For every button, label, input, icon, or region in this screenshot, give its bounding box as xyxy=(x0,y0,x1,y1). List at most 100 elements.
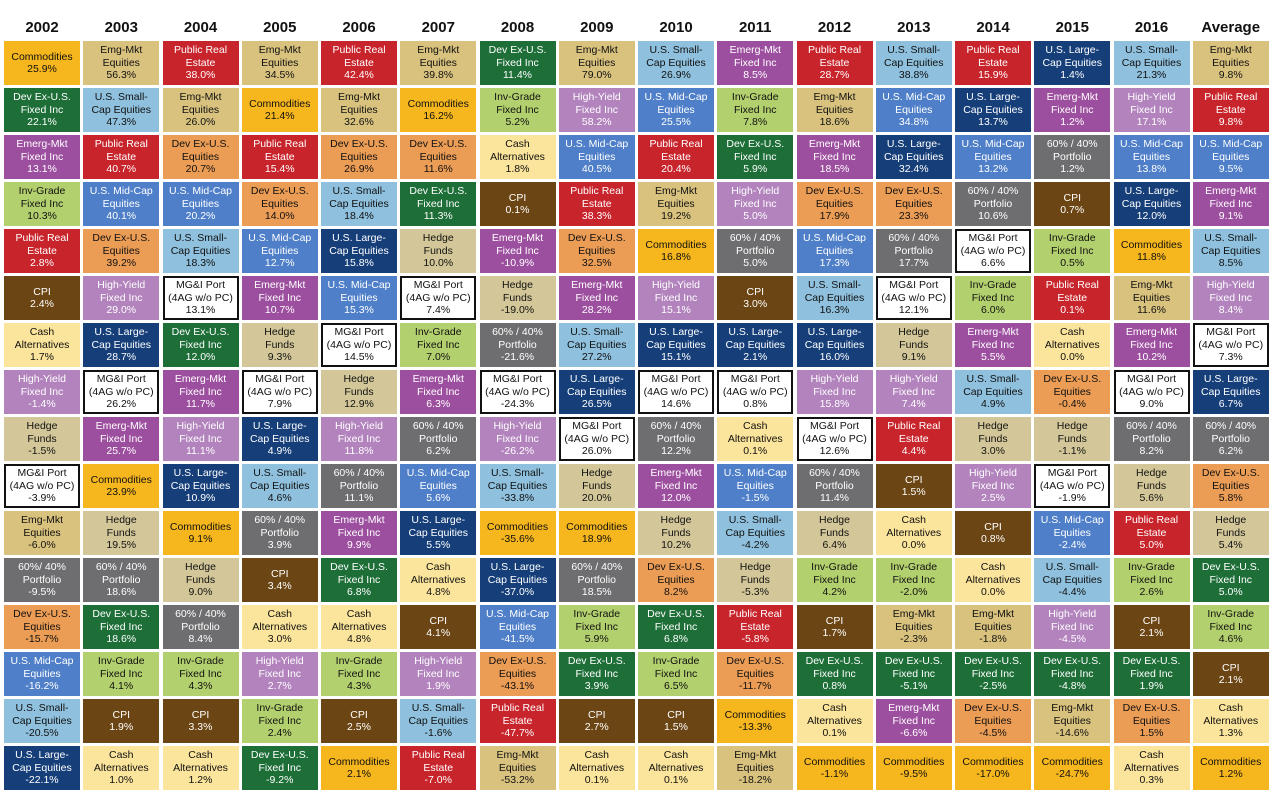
cell-label-line: Alternatives xyxy=(569,761,625,774)
cell-value: 3.9% xyxy=(267,539,292,552)
cell-label-line: Funds xyxy=(1136,479,1167,492)
cell-value: -22.1% xyxy=(25,774,59,787)
cell-label-line: (4AG w/o PC) xyxy=(802,432,867,445)
cell-label-line: MG&I Port xyxy=(255,373,305,386)
cell-value: 9.9% xyxy=(347,539,371,552)
cell-value: 1.3% xyxy=(1218,727,1243,740)
cell-label-line: Fixed Inc xyxy=(496,56,539,69)
cell-label-line: Dev Ex-U.S. xyxy=(964,702,1022,715)
cell-value: 38.0% xyxy=(185,69,216,82)
cell-label-line: U.S. Mid-Cap xyxy=(406,467,470,480)
cell-label-line: Inv-Grade xyxy=(1128,561,1175,574)
cell-label-line: Funds xyxy=(1216,526,1246,539)
cell-label-line: Hedge xyxy=(105,514,137,527)
cell-label-line: Cap Equities xyxy=(249,432,310,445)
return-cell: Inv-Grade Fixed Inc -2.0% xyxy=(875,558,952,602)
cell-label-line: Equities xyxy=(1053,714,1091,727)
return-cell: U.S. Small- Cap Equities -4.2% xyxy=(717,511,794,555)
cell-label-line: Estate xyxy=(819,56,850,69)
cell-label-line: Equities xyxy=(23,526,61,539)
cell-value: -2.5% xyxy=(979,680,1007,693)
cell-label-line: High-Yield xyxy=(17,373,67,386)
cell-value: 10.3% xyxy=(27,210,57,223)
cell-value: 9.8% xyxy=(1218,69,1243,82)
cell-label-line: Fixed Inc xyxy=(971,338,1015,351)
cell-label-line: High-Yield xyxy=(651,279,701,292)
cell-value: 15.8% xyxy=(344,257,374,270)
cell-value: 13.7% xyxy=(978,116,1008,129)
return-cell: U.S. Small- Cap Equities 8.5% xyxy=(1192,229,1269,273)
return-cell: Cash Alternatives 4.8% xyxy=(400,558,477,602)
cell-value: -3.9% xyxy=(28,492,56,505)
return-cell: Inv-Grade Fixed Inc 5.2% xyxy=(479,88,556,132)
return-cell: Inv-Grade Fixed Inc 7.0% xyxy=(400,323,477,367)
cell-value: 12.2% xyxy=(661,445,691,458)
cell-label-line: Dev Ex-U.S. xyxy=(1201,467,1260,480)
return-cell: U.S. Small- Cap Equities -20.5% xyxy=(4,699,80,743)
cell-label-line: 60% / 40% xyxy=(571,561,623,574)
cell-value: 25.9% xyxy=(27,63,57,75)
cell-label-line: Dev Ex-U.S. xyxy=(92,608,151,621)
cell-label-line: MG&I Port xyxy=(17,467,67,480)
cell-label-line: Dev Ex-U.S. xyxy=(488,655,547,668)
cell-label-line: Dev Ex-U.S. xyxy=(488,44,547,57)
cell-label-line: Fixed Inc xyxy=(575,620,619,633)
cell-value: 4.9% xyxy=(981,398,1005,411)
return-cell: U.S. Large- Cap Equities -37.0% xyxy=(479,558,556,602)
cell-label-line: Funds xyxy=(27,432,57,445)
cell-label-line: Equities xyxy=(895,103,933,116)
cell-label-line: Emerg-Mkt xyxy=(95,420,147,433)
return-cell: 60% / 40% Portfolio -21.6% xyxy=(479,323,556,367)
cell-value: 0.3% xyxy=(1139,774,1164,787)
cell-value: 0.8% xyxy=(822,680,847,693)
column-header: 2007 xyxy=(421,19,455,36)
cell-label-line: MG&I Port xyxy=(175,279,225,292)
cell-label-line: Fixed Inc xyxy=(1050,620,1094,633)
cell-value: 0.0% xyxy=(901,539,926,552)
return-cell: MG&I Port (4AG w/o PC) -24.3% xyxy=(479,370,556,414)
cell-value: 4.8% xyxy=(426,586,451,599)
cell-label-line: Cap Equities xyxy=(408,714,469,727)
cell-value: -5.3% xyxy=(741,586,769,599)
cell-value: 13.8% xyxy=(1136,163,1167,176)
return-cell: Cash Alternatives 1.8% xyxy=(479,135,556,179)
return-cell: U.S. Large- Cap Equities 10.9% xyxy=(162,464,239,508)
cell-value: 2.5% xyxy=(347,721,371,733)
cell-label-line: Funds xyxy=(582,479,612,492)
cell-value: -6.0% xyxy=(28,539,56,552)
cell-value: 26.0% xyxy=(581,445,612,458)
cell-label-line: U.S. Small- xyxy=(887,44,941,57)
cell-value: 2.4% xyxy=(30,298,54,310)
return-cell: Emg-Mkt Equities 79.0% xyxy=(558,41,635,85)
cell-label-line: Emg-Mkt xyxy=(21,514,63,527)
return-cell: Emerg-Mkt Fixed Inc 9.9% xyxy=(321,511,397,555)
cell-label-line: (4AG w/o PC) xyxy=(247,385,313,398)
cell-label-line: Portfolio xyxy=(260,526,300,539)
cell-label-line: Equities xyxy=(498,620,537,633)
cell-value: -1.1% xyxy=(820,768,849,780)
cell-label-line: Fixed Inc xyxy=(733,103,777,116)
return-cell: U.S. Mid-Cap Equities -2.4% xyxy=(1034,511,1111,555)
cell-value: 28.7% xyxy=(819,69,850,82)
cell-label-line: Inv-Grade xyxy=(18,185,66,198)
cell-value: 1.5% xyxy=(901,486,926,498)
cell-label-line: Fixed Inc xyxy=(1130,573,1173,586)
cell-label-line: Fixed Inc xyxy=(416,197,460,210)
return-cell: U.S. Large- Cap Equities 15.8% xyxy=(321,229,397,273)
return-cell: Hedge Funds 6.4% xyxy=(796,511,873,555)
return-cell: High-Yield Fixed Inc 11.8% xyxy=(321,417,397,461)
cell-label-line: Cash xyxy=(1218,702,1243,715)
return-cell: U.S. Large- Cap Equities -22.1% xyxy=(4,746,80,790)
cell-label-line: 60% / 40% xyxy=(254,514,306,527)
cell-label-line: Hedge xyxy=(581,467,613,480)
cell-label-line: (4AG w/o PC) xyxy=(1198,338,1264,351)
cell-label-line: Fixed Inc xyxy=(496,103,539,116)
cell-label-line: U.S. Small- xyxy=(570,326,624,339)
cell-value: 2.4% xyxy=(267,727,292,740)
cell-value: 8.4% xyxy=(188,633,213,646)
return-cell: MG&I Port (4AG w/o PC) 9.0% xyxy=(1113,370,1190,414)
return-cell: Hedge Funds -1.5% xyxy=(4,417,80,461)
cell-label-line: Equities xyxy=(736,761,774,774)
cell-label-line: U.S. Mid-Cap xyxy=(485,608,549,621)
cell-value: 2.1% xyxy=(1139,627,1164,639)
